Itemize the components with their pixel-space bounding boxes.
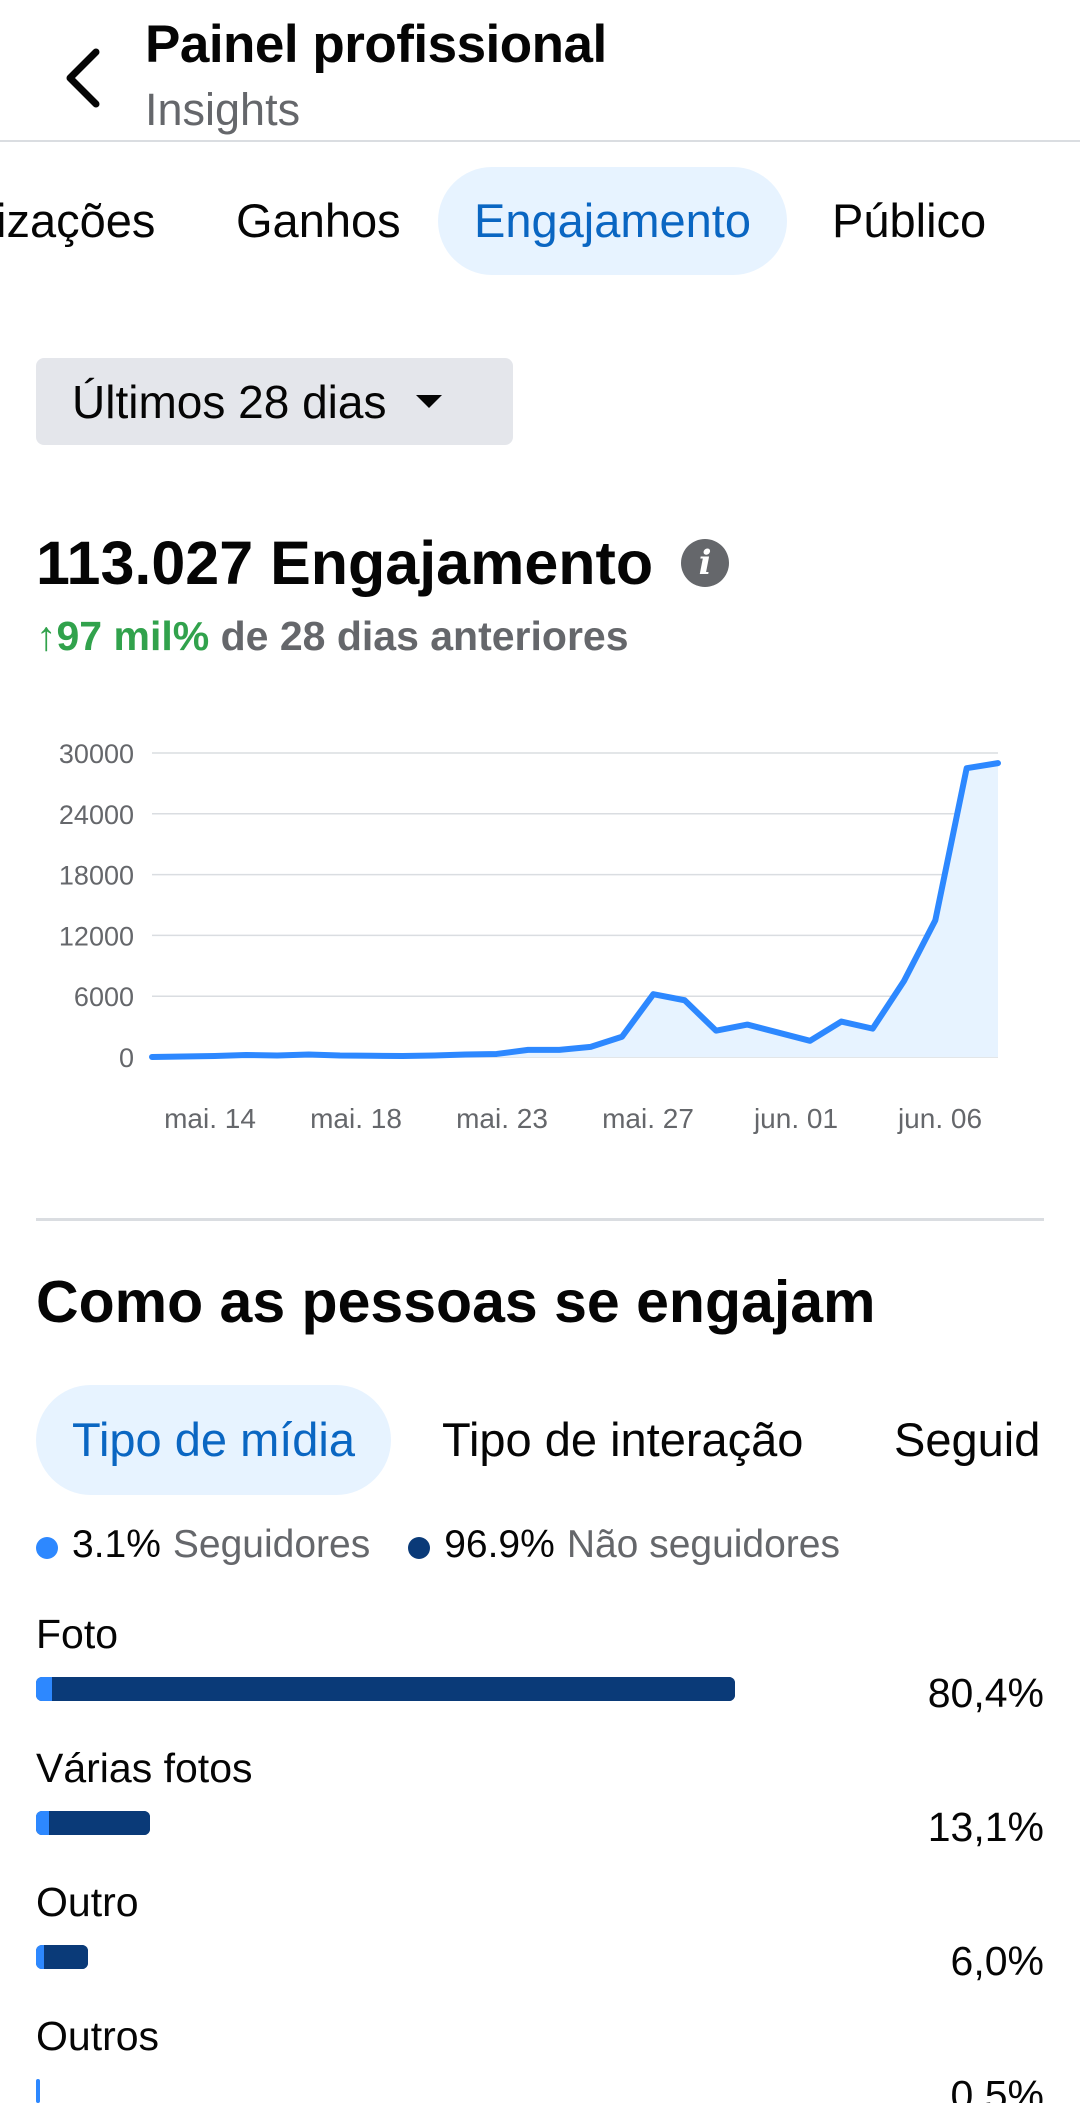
followers-segment	[36, 2079, 41, 2103]
nonfollowers-segment	[52, 1677, 736, 1701]
media-type-percent: 80,4%	[927, 1670, 1044, 1716]
followers-segment	[36, 1945, 45, 1969]
legend-followers: 3.1% Seguidores	[36, 1523, 370, 1567]
media-type-label: Outro	[36, 1879, 139, 1925]
engagement-breakdown-tabs: Tipo de mídia Tipo de interação Seguid	[0, 1385, 1080, 1495]
y-tick-label: 0	[119, 1043, 134, 1073]
engagement-area	[152, 763, 998, 1057]
media-type-bar	[36, 2079, 41, 2103]
engagement-total-label: 113.027 Engajamento	[36, 529, 654, 597]
back-button[interactable]	[52, 40, 112, 116]
y-tick-label: 6000	[74, 982, 134, 1012]
nonfollowers-segment	[49, 1811, 150, 1835]
followers-value: 3.1%	[72, 1523, 161, 1566]
y-tick-label: 12000	[59, 921, 134, 951]
x-tick-label: mai. 23	[456, 1103, 548, 1134]
date-range-label: Últimos 28 dias	[72, 375, 387, 428]
tab-tipo-de-midia[interactable]: Tipo de mídia	[36, 1385, 392, 1495]
media-type-percent: 0,5%	[950, 2072, 1044, 2103]
media-type-label: Várias fotos	[36, 1745, 253, 1791]
engagement-change: ↑97 mil% de 28 dias anteriores	[36, 613, 629, 660]
y-tick-label: 24000	[59, 800, 134, 830]
caret-down-icon	[416, 395, 443, 408]
x-tick-label: mai. 18	[310, 1103, 402, 1134]
top-header: Painel profissional Insights	[0, 0, 1080, 142]
x-tick-label: jun. 06	[897, 1103, 982, 1134]
date-range-dropdown[interactable]: Últimos 28 dias	[36, 358, 513, 445]
media-type-row: Outro 6,0%	[36, 1873, 1044, 2007]
media-type-row: Outros 0,5%	[36, 2007, 1044, 2103]
media-type-label: Outros	[36, 2013, 160, 2059]
followers-segment	[36, 1677, 52, 1701]
tab-engajamento[interactable]: Engajamento	[438, 167, 787, 275]
change-comparison-text: de 28 dias anteriores	[209, 613, 629, 659]
engagement-line	[149, 760, 1001, 1060]
info-icon[interactable]: i	[681, 539, 730, 587]
media-type-bar	[36, 1677, 736, 1701]
page-title: Painel profissional	[145, 15, 607, 74]
followers-dot-icon	[36, 1537, 58, 1559]
x-tick-label: jun. 01	[753, 1103, 838, 1134]
followers-segment	[36, 1811, 50, 1835]
section-title: Como as pessoas se engajam	[36, 1269, 876, 1335]
nonfollowers-segment	[44, 1945, 89, 1969]
legend-nonfollowers: 96.9% Não seguidores	[408, 1523, 840, 1567]
media-type-label: Foto	[36, 1611, 119, 1657]
tab-tipo-de-interacao[interactable]: Tipo de interação	[442, 1413, 804, 1466]
page-subtitle: Insights	[145, 84, 301, 135]
media-type-percent: 13,1%	[927, 1804, 1044, 1850]
media-type-bar	[36, 1945, 89, 1969]
engagement-line-chart: 30000 24000 18000 12000 6000 0 mai. 14 mai. 18 m…	[59, 739, 1001, 1134]
insights-tabs: izações Ganhos Engajamento Público	[0, 165, 1080, 275]
nonfollowers-dot-icon	[408, 1537, 431, 1559]
media-type-row: Várias fotos 13,1%	[36, 1739, 1044, 1873]
media-type-row: Foto 80,4%	[36, 1605, 1044, 1739]
tab-visualizacoes[interactable]: izações	[0, 194, 156, 247]
tab-seguidores[interactable]: Seguid	[894, 1413, 1041, 1466]
media-type-percent: 6,0%	[950, 1938, 1044, 1984]
section-divider	[36, 1218, 1044, 1221]
y-tick-label: 30000	[59, 739, 134, 769]
nonfollowers-value: 96.9%	[444, 1523, 555, 1566]
change-up-value: ↑97 mil%	[36, 613, 210, 659]
media-type-bar	[36, 1811, 150, 1835]
engagement-total: 113.027 Engajamento i	[36, 528, 730, 598]
tab-ganhos[interactable]: Ganhos	[236, 194, 401, 247]
media-type-list: Foto 80,4% Várias fotos 13,1% Outro 6,0% Outro…	[36, 1605, 1044, 2103]
x-tick-label: mai. 14	[164, 1103, 256, 1134]
chevron-left-icon	[66, 48, 100, 108]
tab-publico[interactable]: Público	[832, 194, 987, 247]
y-tick-label: 18000	[59, 861, 134, 891]
followers-label: Seguidores	[172, 1523, 371, 1566]
x-tick-label: mai. 27	[602, 1103, 694, 1134]
followers-legend: 3.1% Seguidores 96.9% Não seguidores	[36, 1520, 878, 1570]
nonfollowers-label: Não seguidores	[566, 1523, 840, 1566]
